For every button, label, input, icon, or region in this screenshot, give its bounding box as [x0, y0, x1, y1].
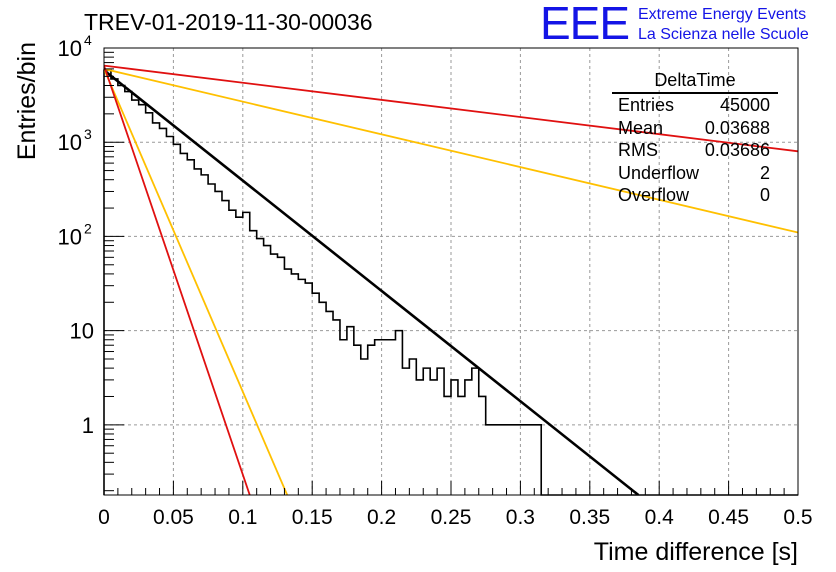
- stats-value: 45000: [719, 95, 770, 115]
- stats-row-overflow: Overflow 0: [612, 184, 778, 207]
- stats-title: DeltaTime: [612, 68, 778, 94]
- y-tick-exponent: 4: [84, 32, 92, 48]
- y-tick-label: 10: [58, 224, 82, 249]
- x-tick-label: 0.2: [367, 506, 396, 529]
- y-axis-label: Entries/bin: [13, 42, 41, 160]
- stats-value: 2: [759, 162, 770, 183]
- stats-row-mean: Mean 0.03688: [612, 117, 778, 140]
- logo-line-2: La Scienza nelle Scuole: [638, 26, 809, 43]
- stats-label: Underflow: [618, 162, 700, 183]
- stats-value: 0.03686: [704, 140, 770, 160]
- stats-label: Overflow: [618, 185, 690, 205]
- fit-line: [104, 64, 798, 153]
- x-tick-label: 0.5: [783, 506, 812, 529]
- stats-row-entries: Entries 45000: [612, 94, 778, 117]
- fit-line: [104, 68, 798, 234]
- stats-value: 0: [759, 185, 770, 205]
- x-tick-label: 0.05: [153, 506, 194, 529]
- stats-label: Mean: [618, 117, 664, 138]
- y-tick-label: 1: [82, 413, 94, 438]
- tick-labels: 0 0.05 0.1 0.15 0.2 0.25 0.3 0.35 0.4 0.45 0.5 1 10 1…: [58, 32, 813, 529]
- stats-label: Entries: [618, 95, 675, 115]
- x-tick-label: 0.45: [708, 506, 749, 529]
- y-tick-exponent: 3: [84, 126, 92, 142]
- stats-row-underflow: Underflow 2: [612, 162, 778, 185]
- y-tick-label: 10: [58, 130, 82, 155]
- grid: [104, 48, 798, 495]
- axis-ticks: [103, 47, 799, 495]
- x-tick-label: 0.3: [506, 506, 535, 529]
- fit-lines: [104, 64, 798, 495]
- fit-line: [104, 65, 251, 495]
- y-tick-label: 10: [58, 36, 82, 61]
- x-tick-label: 0.4: [645, 506, 675, 529]
- stats-label: RMS: [618, 140, 658, 160]
- x-tick-label: 0.25: [431, 506, 472, 529]
- stats-box: DeltaTime Entries 45000 Mean 0.03688 RMS…: [612, 68, 778, 207]
- x-tick-label: 0.35: [569, 506, 610, 529]
- y-tick-label: 10: [70, 319, 94, 344]
- logo-line-1: Extreme Energy Events: [638, 6, 807, 23]
- x-axis-label: Time difference [s]: [594, 538, 798, 566]
- logo-mark: EEE: [540, 0, 630, 49]
- fit-line: [104, 68, 289, 495]
- eee-logo: EEE Extreme Energy Events La Scienza nel…: [540, 0, 830, 46]
- chart-title: TREV-01-2019-11-30-00036: [84, 9, 373, 35]
- x-tick-label: 0: [98, 506, 110, 529]
- y-tick-exponent: 2: [84, 220, 92, 236]
- fit-line: [104, 69, 640, 495]
- x-tick-label: 0.15: [292, 506, 333, 529]
- stats-value: 0.03688: [704, 117, 770, 138]
- stats-row-rms: RMS 0.03686: [612, 139, 778, 162]
- x-tick-label: 0.1: [228, 506, 257, 529]
